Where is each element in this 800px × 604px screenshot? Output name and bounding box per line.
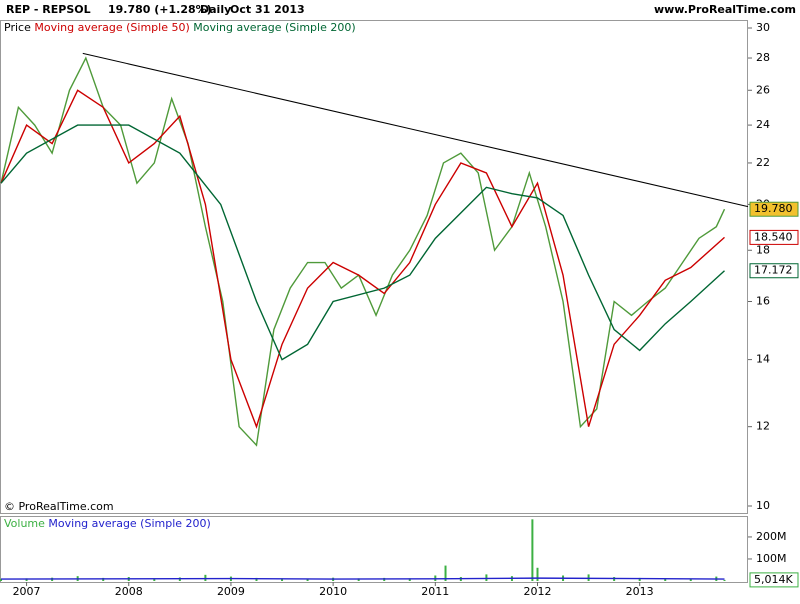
y-tick-label: 30 [756, 21, 770, 34]
y-tick-label: 100M [756, 552, 787, 565]
volume-panel [0, 516, 748, 583]
volume-bar [0, 578, 3, 581]
legend-entry: Price [4, 21, 31, 34]
y-tick-label: 16 [756, 295, 770, 308]
y-tick-label: 22 [756, 156, 770, 169]
volume-bar [531, 519, 534, 581]
period: Daily [200, 3, 231, 16]
series-line [0, 124, 725, 361]
last-value-box [749, 229, 799, 245]
price-panel [0, 20, 748, 514]
x-tick-label: 2008 [115, 585, 143, 598]
x-tick-label: 2011 [421, 585, 449, 598]
volume-bar [536, 567, 539, 581]
quote: 19.780 (+1.28%) [108, 3, 212, 16]
y-tick-label: 26 [756, 83, 770, 96]
legend-entry: Volume [4, 517, 45, 530]
volume-bar [408, 578, 411, 581]
volume-bar [723, 579, 726, 581]
volume-bar [689, 578, 692, 581]
volume-bar [485, 574, 488, 581]
series-line [1, 577, 725, 580]
series-line [0, 56, 726, 447]
legend-entry: Moving average (Simple 50) [34, 21, 189, 34]
series-line [0, 89, 725, 429]
volume-bar [281, 578, 284, 581]
site: www.ProRealTime.com [654, 3, 796, 16]
y-tick-label: 12 [756, 420, 770, 433]
x-tick-label: 2010 [319, 585, 347, 598]
last-value-box [749, 263, 799, 279]
volume-bar [25, 578, 28, 581]
volume-bar [638, 577, 641, 581]
volume-bar [357, 578, 360, 581]
x-tick-label: 2009 [217, 585, 245, 598]
volume-bar [664, 578, 667, 581]
legend: Volume Moving average (Simple 200) [4, 517, 211, 530]
x-tick-label: 2013 [626, 585, 654, 598]
y-tick-label: 14 [756, 353, 770, 366]
symbol: REP - REPSOL [6, 3, 91, 16]
legend-entry: Moving average (Simple 200) [193, 21, 355, 34]
date: Oct 31 2013 [230, 3, 305, 16]
y-tick-label: 10 [756, 499, 770, 512]
volume-bar [255, 577, 258, 581]
x-tick-label: 2012 [523, 585, 551, 598]
legend: Price Moving average (Simple 50) Moving … [4, 21, 356, 34]
y-tick-label: 18 [756, 243, 770, 256]
y-tick-label: 24 [756, 118, 770, 131]
last-value-label: 5,014K [754, 573, 793, 586]
y-tick-label: 200M [756, 530, 787, 543]
last-value-label: 17.172 [754, 264, 793, 277]
volume-bar [444, 565, 447, 581]
last-value-label: 19.780 [754, 202, 793, 215]
y-tick-label: 28 [756, 51, 770, 64]
last-value-box [749, 201, 799, 217]
x-tick-label: 2007 [13, 585, 41, 598]
volume-bar [153, 578, 156, 581]
last-value-label: 18.540 [754, 230, 793, 243]
volume-bar [306, 578, 309, 581]
legend-entry: Moving average (Simple 200) [48, 517, 210, 530]
volume-bar [204, 574, 207, 581]
copyright: © ProRealTime.com [4, 500, 114, 513]
last-value-box [749, 572, 799, 588]
series-line [82, 52, 749, 208]
